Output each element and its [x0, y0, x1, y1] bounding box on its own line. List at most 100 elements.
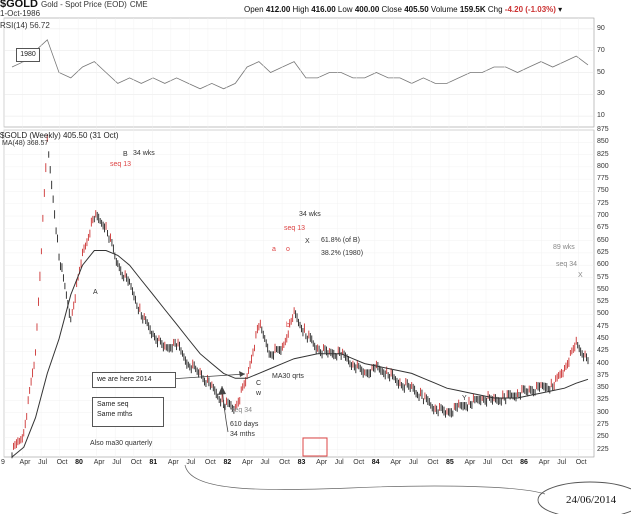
- price-tick-label: 675: [597, 224, 609, 232]
- year-tick-label: 81: [149, 459, 158, 466]
- note-seq13-B: seq 13: [110, 161, 132, 168]
- wave-label-C: C: [256, 380, 262, 387]
- price-tick-label: 575: [597, 273, 609, 281]
- price-tick-label: 225: [597, 445, 609, 453]
- dropdown-arrow-icon[interactable]: ▾: [558, 5, 563, 14]
- year-tick-label: 84: [371, 459, 380, 466]
- month-tick-label: Jul: [186, 459, 196, 466]
- date-bubble-outline: [537, 481, 631, 514]
- price-tick-label: 850: [597, 138, 609, 146]
- fib-618: 61.8% (of B): [321, 237, 360, 244]
- month-tick-label: Oct: [353, 459, 365, 466]
- rsi-tick-label: 90: [597, 24, 605, 32]
- note-we-are-here: we are here 2014: [92, 372, 176, 388]
- month-tick-label: Oct: [575, 459, 587, 466]
- ohlc-stats: Open 412.00 High 416.00 Low 400.00 Close…: [244, 5, 563, 14]
- month-tick-label: Apr: [390, 459, 402, 466]
- wave-label-o: o: [286, 246, 290, 253]
- rsi-line: [11, 39, 589, 90]
- price-tick-label: 650: [597, 236, 609, 244]
- price-tick-label: 525: [597, 298, 609, 306]
- note-same: Same seq Same mths: [92, 397, 164, 427]
- wave-label-b: b: [286, 322, 290, 329]
- year-tick-label: 80: [75, 459, 83, 466]
- month-tick-label: Apr: [464, 459, 476, 466]
- price-tick-label: 350: [597, 384, 609, 392]
- rsi-tick-label: 30: [597, 90, 605, 98]
- wave-label-A: A: [93, 289, 98, 296]
- year-tick-label: 83: [297, 459, 306, 466]
- month-tick-label: Apr: [242, 459, 253, 466]
- year-tick-label: 85: [445, 459, 454, 466]
- price-tick-label: 775: [597, 175, 609, 183]
- month-tick-label: Jul: [483, 459, 492, 466]
- pointer-arrow: [169, 373, 246, 380]
- price-tick-label: 600: [597, 261, 609, 269]
- rsi-tick-label: 70: [597, 46, 605, 54]
- month-tick-label: Oct: [501, 459, 513, 466]
- price-tick-label: 875: [597, 126, 609, 133]
- year-tick-label: 82: [223, 459, 232, 466]
- hand-curve: [184, 464, 546, 495]
- fib-382: 38.2% (1980): [321, 250, 364, 257]
- highlight-box: [302, 437, 328, 457]
- month-tick-label: Jul: [557, 459, 567, 466]
- month-tick-label: Apr: [93, 459, 105, 466]
- note-610-days: 610 days: [230, 421, 259, 428]
- exchange: CME: [129, 0, 148, 9]
- note-89wks: 89 wks: [553, 244, 575, 251]
- month-tick-label: Jul: [408, 459, 418, 466]
- month-tick-label: Jul: [38, 459, 48, 466]
- ma-line: [11, 250, 589, 458]
- wave-label-w: w: [256, 390, 262, 397]
- month-tick-label: Oct: [204, 459, 216, 466]
- price-tick-label: 400: [597, 359, 609, 367]
- rsi-label: RSI(14) 56.72: [0, 21, 50, 30]
- arrow-head-icon: [239, 371, 245, 377]
- price-tick-label: 450: [597, 334, 609, 342]
- handwritten-date: 24/06/2014: [566, 494, 617, 506]
- wave-label-B: B: [123, 151, 128, 158]
- hand-arrow-head-icon: [218, 386, 226, 395]
- price-tick-label: 825: [597, 150, 609, 158]
- wave-label-X1: X: [305, 238, 310, 245]
- wave-label-X2: X: [578, 272, 583, 279]
- price-tick-label: 550: [597, 285, 609, 293]
- month-tick-label: Oct: [130, 459, 142, 466]
- year-tick-label: 86: [520, 459, 528, 466]
- wave-label-a: a: [272, 246, 276, 253]
- symbol: $GOLD: [0, 0, 38, 10]
- note-ma30-quarterly: Also ma30 quarterly: [90, 440, 153, 447]
- price-tick-label: 475: [597, 322, 609, 330]
- month-tick-label: 9: [1, 459, 5, 466]
- note-34-mths: 34 mths: [230, 431, 255, 438]
- price-tick-label: 700: [597, 212, 609, 220]
- wave-label-Y: Y: [462, 395, 467, 402]
- price-tick-label: 425: [597, 347, 609, 355]
- price-tick-label: 250: [597, 433, 609, 441]
- ma-legend-label: MA(48) 368.57: [2, 140, 49, 147]
- month-tick-label: Jul: [260, 459, 270, 466]
- header-date: 1-Oct-1986: [0, 9, 41, 18]
- note-seq13-mid: seq 13: [284, 225, 306, 232]
- note-34wks-mid: 34 wks: [299, 211, 321, 218]
- month-tick-label: Apr: [19, 459, 31, 466]
- main-panel-label: $GOLD (Weekly) 405.50 (31 Oct): [0, 131, 119, 140]
- note-34wks-B: 34 wks: [133, 150, 155, 157]
- price-tick-label: 300: [597, 408, 609, 416]
- month-tick-label: Oct: [427, 459, 439, 466]
- price-tick-label: 750: [597, 187, 609, 195]
- month-tick-label: Apr: [316, 459, 328, 466]
- month-tick-label: Jul: [112, 459, 122, 466]
- price-tick-label: 325: [597, 396, 609, 404]
- month-tick-label: Jul: [334, 459, 344, 466]
- note-1980: 1980: [16, 48, 40, 62]
- price-tick-label: 625: [597, 248, 609, 256]
- price-tick-label: 375: [597, 371, 609, 379]
- price-tick-label: 275: [597, 421, 609, 429]
- price-tick-label: 725: [597, 199, 609, 207]
- note-seq34: seq 34: [556, 261, 578, 268]
- rsi-tick-label: 50: [597, 68, 605, 76]
- month-tick-label: Oct: [279, 459, 290, 466]
